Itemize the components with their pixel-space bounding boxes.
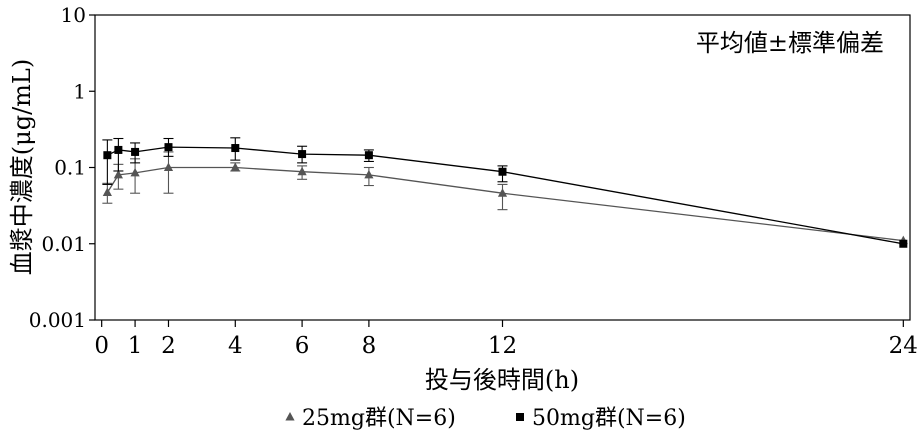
- y-tick-label: 0.001: [29, 308, 86, 332]
- x-tick-label: 0: [94, 333, 109, 359]
- x-tick-label: 12: [488, 333, 517, 359]
- legend-label: 50mg群(N=6): [532, 406, 686, 431]
- x-tick-label: 6: [295, 333, 310, 359]
- data-point: [364, 151, 373, 160]
- data-point: [297, 166, 307, 176]
- data-point: [163, 162, 174, 171]
- data-point: [230, 162, 240, 171]
- y-axis-title: 血漿中濃度(μg/mL): [8, 59, 36, 275]
- x-tick-label: 1: [128, 333, 143, 359]
- series-2: [102, 137, 908, 248]
- data-point: [231, 144, 240, 153]
- x-tick-label: 8: [362, 333, 377, 359]
- data-point: [102, 187, 112, 197]
- data-point: [131, 147, 140, 156]
- legend: 25mg群(N=6) 50mg群(N=6): [285, 406, 686, 431]
- x-tick-label: 2: [161, 333, 176, 359]
- data-point: [899, 239, 908, 248]
- data-point: [498, 167, 507, 176]
- series-line: [106, 166, 904, 242]
- y-tick-label: 1: [73, 79, 86, 103]
- x-axis: 0 1 2 4 6 8 12 24: [94, 320, 918, 359]
- annotation-mean-sd: 平均値±標準偏差: [696, 29, 884, 57]
- data-point: [130, 167, 140, 177]
- y-axis: 0.001 0.01 0.1 1 10: [29, 3, 95, 332]
- x-axis-title: 投与後時間(h): [425, 366, 579, 394]
- series-layer: [102, 137, 908, 248]
- data-point: [298, 150, 307, 159]
- x-tick-label: 24: [889, 333, 918, 359]
- data-point: [113, 169, 123, 179]
- y-tick-label: 10: [61, 3, 86, 27]
- legend-marker: [516, 413, 524, 421]
- data-point: [103, 151, 112, 160]
- data-point: [497, 188, 508, 197]
- y-tick-label: 0.1: [54, 156, 86, 180]
- data-point: [114, 145, 123, 154]
- legend-marker: [285, 412, 295, 421]
- y-tick-label: 0.01: [41, 232, 86, 256]
- data-point: [364, 169, 374, 179]
- data-point: [164, 143, 173, 152]
- x-tick-label: 4: [228, 333, 243, 359]
- legend-label: 25mg群(N=6): [302, 406, 456, 431]
